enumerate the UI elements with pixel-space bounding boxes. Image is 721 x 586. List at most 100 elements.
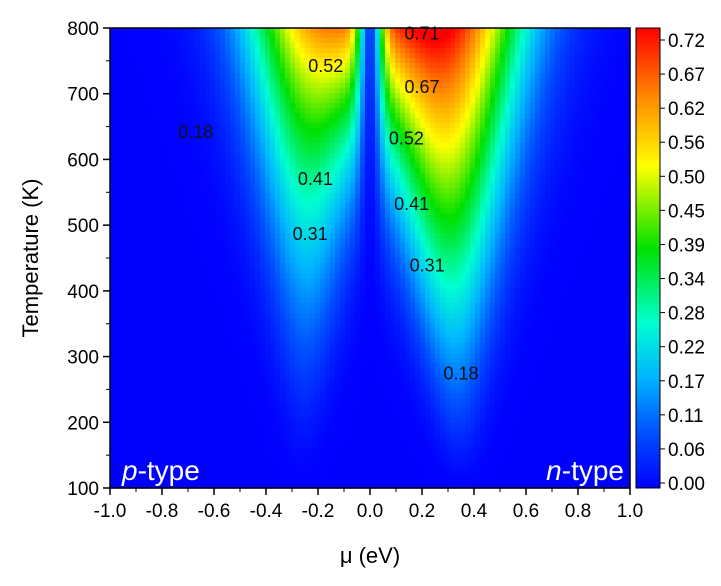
heatmap-cell [315, 83, 321, 89]
heatmap-cell [240, 138, 246, 144]
heatmap-cell [140, 73, 146, 79]
heatmap-cell [370, 253, 376, 259]
heatmap-cell [365, 188, 371, 194]
heatmap-cell [160, 193, 166, 199]
heatmap-cell [555, 248, 561, 254]
heatmap-cell [410, 143, 416, 149]
heatmap-cell [415, 168, 421, 174]
heatmap-cell [250, 123, 256, 129]
heatmap-cell [180, 68, 186, 74]
heatmap-cell [575, 263, 581, 269]
heatmap-cell [460, 68, 466, 74]
heatmap-cell [375, 148, 381, 154]
heatmap-cell [445, 73, 451, 79]
heatmap-cell [210, 108, 216, 114]
heatmap-cell [495, 153, 501, 159]
heatmap-cell [550, 128, 556, 134]
heatmap-cell [455, 88, 461, 94]
heatmap-cell [435, 253, 441, 259]
heatmap-cell [120, 168, 126, 174]
heatmap-cell [515, 183, 521, 189]
heatmap-cell [190, 248, 196, 254]
heatmap-cell [235, 28, 241, 34]
heatmap-cell [180, 133, 186, 139]
heatmap-cell [560, 123, 566, 129]
heatmap-cell [345, 68, 351, 74]
heatmap-cell [410, 188, 416, 194]
heatmap-cell [565, 258, 571, 264]
heatmap-cell [315, 198, 321, 204]
heatmap-cell [300, 238, 306, 244]
heatmap-cell [615, 228, 621, 234]
heatmap-cell [215, 223, 221, 229]
heatmap-cell [460, 258, 466, 264]
heatmap-cell [120, 253, 126, 259]
heatmap-cell [405, 198, 411, 204]
heatmap-cell [360, 28, 366, 34]
heatmap-cell [385, 183, 391, 189]
heatmap-cell [375, 138, 381, 144]
heatmap-cell [315, 103, 321, 109]
heatmap-cell [160, 53, 166, 59]
heatmap-cell [380, 58, 386, 64]
heatmap-cell [530, 63, 536, 69]
heatmap-cell [590, 198, 596, 204]
heatmap-cell [135, 163, 141, 169]
heatmap-cell [175, 48, 181, 54]
heatmap-cell [405, 53, 411, 59]
heatmap-cell [345, 103, 351, 109]
heatmap-cell [155, 98, 161, 104]
heatmap-cell [565, 133, 571, 139]
heatmap-cell [125, 143, 131, 149]
heatmap-cell [270, 148, 276, 154]
heatmap-cell [360, 198, 366, 204]
heatmap-cell [355, 63, 361, 69]
heatmap-cell [270, 253, 276, 259]
heatmap-cell [300, 83, 306, 89]
heatmap-cell [160, 243, 166, 249]
heatmap-cell [485, 243, 491, 249]
heatmap-cell [510, 198, 516, 204]
heatmap-cell [560, 163, 566, 169]
heatmap-cell [385, 103, 391, 109]
heatmap-cell [330, 188, 336, 194]
heatmap-cell [490, 223, 496, 229]
heatmap-cell [460, 198, 466, 204]
heatmap-cell [265, 118, 271, 124]
heatmap-cell [575, 203, 581, 209]
heatmap-cell [195, 118, 201, 124]
heatmap-cell [420, 98, 426, 104]
heatmap-cell [505, 58, 511, 64]
heatmap-cell [360, 253, 366, 259]
heatmap-cell [495, 73, 501, 79]
heatmap-cell [355, 263, 361, 269]
heatmap-cell [235, 223, 241, 229]
heatmap-cell [245, 68, 251, 74]
heatmap-cell [285, 178, 291, 184]
heatmap-cell [625, 98, 631, 104]
heatmap-cell [115, 233, 121, 239]
heatmap-cell [370, 58, 376, 64]
heatmap-cell [430, 83, 436, 89]
heatmap-cell [330, 98, 336, 104]
heatmap-cell [160, 158, 166, 164]
heatmap-cell [385, 63, 391, 69]
heatmap-cell [235, 33, 241, 39]
heatmap-cell [560, 73, 566, 79]
heatmap-cell [175, 148, 181, 154]
heatmap-cell [465, 63, 471, 69]
heatmap-cell [210, 103, 216, 109]
heatmap-cell [540, 178, 546, 184]
heatmap-cell [455, 198, 461, 204]
heatmap-cell [420, 198, 426, 204]
heatmap-cell [470, 108, 476, 114]
heatmap-cell [435, 118, 441, 124]
heatmap-cell [415, 78, 421, 84]
heatmap-cell [395, 58, 401, 64]
heatmap-cell [565, 48, 571, 54]
heatmap-cell [385, 138, 391, 144]
heatmap-cell [340, 253, 346, 259]
heatmap-cell [110, 143, 116, 149]
heatmap-cell [500, 128, 506, 134]
heatmap-cell [215, 143, 221, 149]
